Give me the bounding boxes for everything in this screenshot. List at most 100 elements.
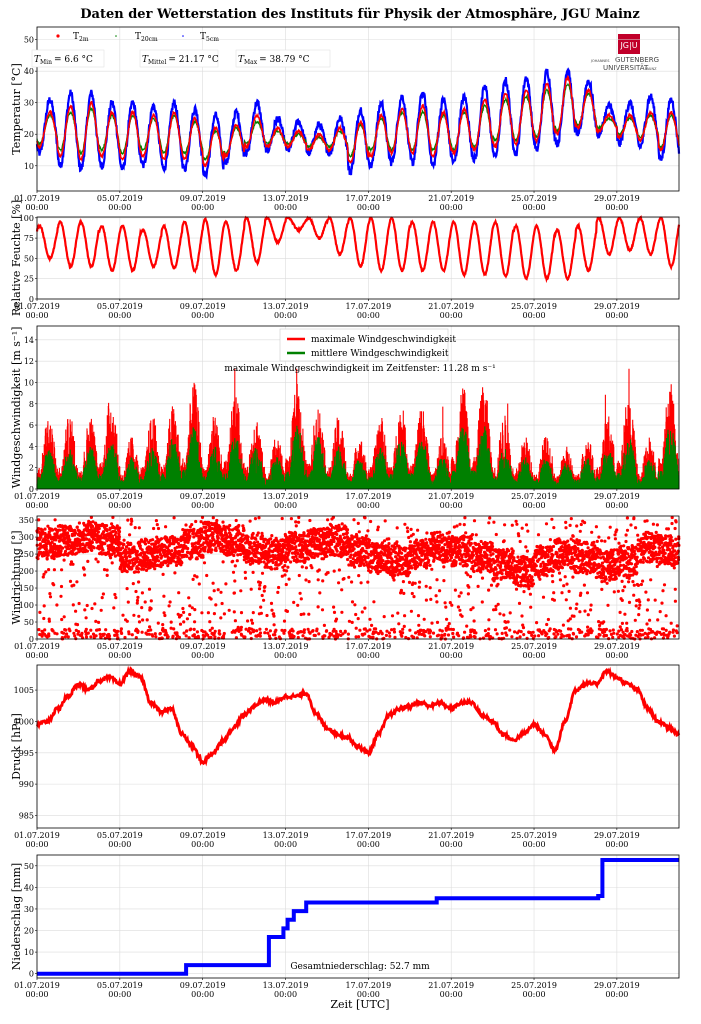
precipitation-xtick-date: 13.07.2019 xyxy=(263,981,309,990)
pressure-frame xyxy=(36,664,680,829)
humidity-ytick-label: 0 xyxy=(29,295,34,304)
stat-max-symbol: T xyxy=(238,55,245,65)
temperature-ytick-label: 20 xyxy=(24,130,34,139)
precipitation-xtick-time: 00:00 xyxy=(191,990,214,999)
wind-speed-frame xyxy=(36,325,680,490)
wind-direction-ytick-label: 300 xyxy=(19,533,34,542)
wind-legend-box xyxy=(279,328,449,362)
wind-direction-xtick-time: 00:00 xyxy=(274,651,297,660)
legend-marker-t20cm xyxy=(115,35,117,37)
humidity-panel: 025507510001.07.201900:0005.07.201900:00… xyxy=(10,200,681,320)
humidity-ytick-label: 75 xyxy=(24,234,34,243)
stat-box-max xyxy=(235,49,331,68)
humidity-xtick-date: 01.07.2019 xyxy=(14,302,60,311)
wind-speed-xtick-date: 21.07.2019 xyxy=(428,492,474,501)
temperature-xtick-date: 13.07.2019 xyxy=(263,194,309,203)
stat-max-sub: Max xyxy=(244,59,258,66)
wind-direction-xtick-time: 00:00 xyxy=(191,651,214,660)
series-pressure xyxy=(35,665,681,767)
precipitation-xtick-time: 00:00 xyxy=(108,990,131,999)
temperature-xtick-date: 09.07.2019 xyxy=(180,194,226,203)
wind-direction-xtick-date: 29.07.2019 xyxy=(594,642,640,651)
pressure-xtick-time: 00:00 xyxy=(191,840,214,849)
wind-speed-xtick-date: 01.07.2019 xyxy=(14,492,60,501)
temperature-xtick-date: 25.07.2019 xyxy=(511,194,557,203)
logo-badge xyxy=(618,34,640,54)
stat-max: TMax = 38.79 °C xyxy=(238,55,310,66)
temperature-legend: T2m T20cm T5cm xyxy=(56,32,219,43)
series-humidity xyxy=(35,214,681,284)
pressure-xtick-time: 00:00 xyxy=(274,840,297,849)
temperature-xtick-date: 05.07.2019 xyxy=(97,194,143,203)
stat-min: TMin = 6.6 °C xyxy=(34,55,93,66)
stat-min-symbol: T xyxy=(34,55,41,65)
wind-speed-xtick-date: 17.07.2019 xyxy=(345,492,391,501)
wind-speed-ytick-label: 4 xyxy=(29,442,34,451)
pressure-ytick-label: 990 xyxy=(19,780,34,789)
pressure-xtick-time: 00:00 xyxy=(523,840,546,849)
series-t2m xyxy=(36,74,680,168)
humidity-xtick-time: 00:00 xyxy=(108,311,131,320)
wind-direction-ytick-label: 0 xyxy=(29,635,34,644)
wind-legend: maximale Windgeschwindigkeit mittlere Wi… xyxy=(279,328,456,362)
temperature-xtick-time: 00:00 xyxy=(25,203,48,212)
wind-speed-xtick-time: 00:00 xyxy=(357,501,380,510)
wind-direction-xtick-time: 00:00 xyxy=(440,651,463,660)
humidity-xtick-time: 00:00 xyxy=(605,311,628,320)
wind-speed-xtick-time: 00:00 xyxy=(25,501,48,510)
pressure-xtick-time: 00:00 xyxy=(605,840,628,849)
legend-t20cm-main: T xyxy=(135,32,141,42)
humidity-xtick-time: 00:00 xyxy=(191,311,214,320)
pressure-ytick-label: 1005 xyxy=(14,686,34,695)
precipitation-xtick-date: 25.07.2019 xyxy=(511,981,557,990)
wind-speed-xtick-date: 29.07.2019 xyxy=(594,492,640,501)
humidity-xtick-date: 25.07.2019 xyxy=(511,302,557,311)
series-wind-direction xyxy=(35,515,681,641)
wind-speed-ytick-label: 14 xyxy=(24,336,34,345)
wind-speed-ytick-label: 0 xyxy=(29,485,34,494)
wind-direction-ytick-label: 150 xyxy=(19,584,34,593)
precipitation-ytick-label: 0 xyxy=(29,970,34,979)
wind-speed-xtick-time: 00:00 xyxy=(274,501,297,510)
pressure-xtick-date: 01.07.2019 xyxy=(14,831,60,840)
pressure-xtick-date: 21.07.2019 xyxy=(428,831,474,840)
temperature-ytick-label: 50 xyxy=(24,36,34,45)
precipitation-xtick-time: 00:00 xyxy=(523,990,546,999)
humidity-frame xyxy=(36,216,680,300)
legend-label-t5cm: T5cm xyxy=(200,32,219,43)
temperature-xtick-time: 00:00 xyxy=(274,203,297,212)
wind-direction-ytick-label: 200 xyxy=(19,567,34,576)
wind-speed-xtick-time: 00:00 xyxy=(191,501,214,510)
wind-speed-xtick-time: 00:00 xyxy=(108,501,131,510)
temperature-frame xyxy=(36,26,680,192)
precipitation-ylabel: Niederschlag [mm] xyxy=(10,863,23,970)
pressure-xtick-time: 00:00 xyxy=(25,840,48,849)
legend-t20cm-sub: 20cm xyxy=(141,36,158,43)
figure-title: Daten der Wetterstation des Instituts fü… xyxy=(80,7,639,22)
wind-speed-ytick-label: 6 xyxy=(29,421,34,430)
legend-t5cm-sub: 5cm xyxy=(206,36,219,43)
precipitation-xtick-time: 00:00 xyxy=(440,990,463,999)
precipitation-xtick-date: 01.07.2019 xyxy=(14,981,60,990)
precip-total-annotation: Gesamtniederschlag: 52.7 mm xyxy=(290,962,430,972)
wind-speed-ytick-label: 8 xyxy=(29,400,34,409)
legend-t5cm-main: T xyxy=(200,32,206,42)
precipitation-ytick-label: 20 xyxy=(24,927,34,936)
wind-direction-xtick-date: 25.07.2019 xyxy=(511,642,557,651)
legend-label-t20cm: T20cm xyxy=(135,32,158,43)
pressure-xtick-time: 00:00 xyxy=(357,840,380,849)
logo-line2: UNIVERSITÄT xyxy=(603,63,649,72)
legend-t2m-sub: 2m xyxy=(79,36,89,43)
wind-direction-xtick-time: 00:00 xyxy=(605,651,628,660)
logo-badge-text: JG|U xyxy=(619,41,637,50)
wind-direction-ytick-label: 350 xyxy=(19,516,34,525)
wind-direction-xtick-date: 13.07.2019 xyxy=(263,642,309,651)
precipitation-ytick-label: 30 xyxy=(24,905,34,914)
humidity-xtick-date: 21.07.2019 xyxy=(428,302,474,311)
pressure-xtick-time: 00:00 xyxy=(108,840,131,849)
humidity-xtick-date: 09.07.2019 xyxy=(180,302,226,311)
wind-speed-panel: 0246810121401.07.201900:0005.07.201900:0… xyxy=(10,325,680,510)
humidity-xtick-time: 00:00 xyxy=(357,311,380,320)
legend-t2m-main: T xyxy=(73,32,79,42)
